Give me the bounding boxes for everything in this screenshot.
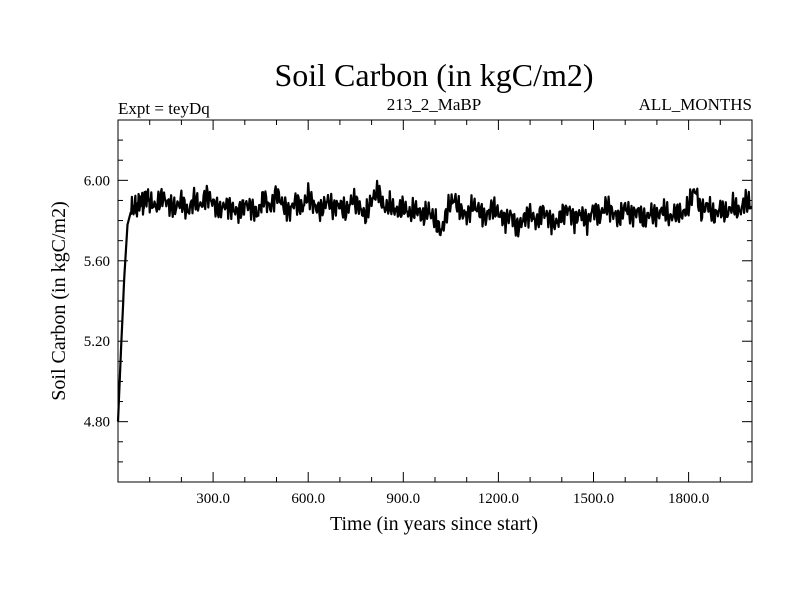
x-tick-label: 1500.0 <box>573 491 614 507</box>
chart-title: Soil Carbon (in kgC/m2) <box>274 57 593 93</box>
x-tick-label: 900.0 <box>386 491 420 507</box>
y-axis-label: Soil Carbon (in kgC/m2) <box>48 201 70 400</box>
subtitle-right: ALL_MONTHS <box>639 95 752 114</box>
y-tick-labels: 4.80 5.20 5.60 6.00 <box>84 173 110 430</box>
plot-frame <box>117 119 753 483</box>
axis-ticks <box>118 120 752 482</box>
x-tick-labels: 300.0 600.0 900.0 1200.0 1500.0 1800.0 <box>196 491 709 507</box>
subtitle-left: Expt = teyDq <box>118 99 210 118</box>
y-tick-label: 6.00 <box>84 173 110 189</box>
x-tick-label: 1200.0 <box>478 491 519 507</box>
y-tick-label: 4.80 <box>84 415 110 431</box>
x-tick-label: 600.0 <box>291 491 325 507</box>
x-tick-label: 1800.0 <box>668 491 709 507</box>
x-axis-label: Time (in years since start) <box>330 513 538 535</box>
soil-carbon-series-line <box>116 179 753 422</box>
y-tick-label: 5.60 <box>84 254 110 270</box>
x-tick-label: 300.0 <box>196 491 230 507</box>
subtitle-center: 213_2_MaBP <box>387 95 481 114</box>
y-tick-label: 5.20 <box>84 334 110 350</box>
